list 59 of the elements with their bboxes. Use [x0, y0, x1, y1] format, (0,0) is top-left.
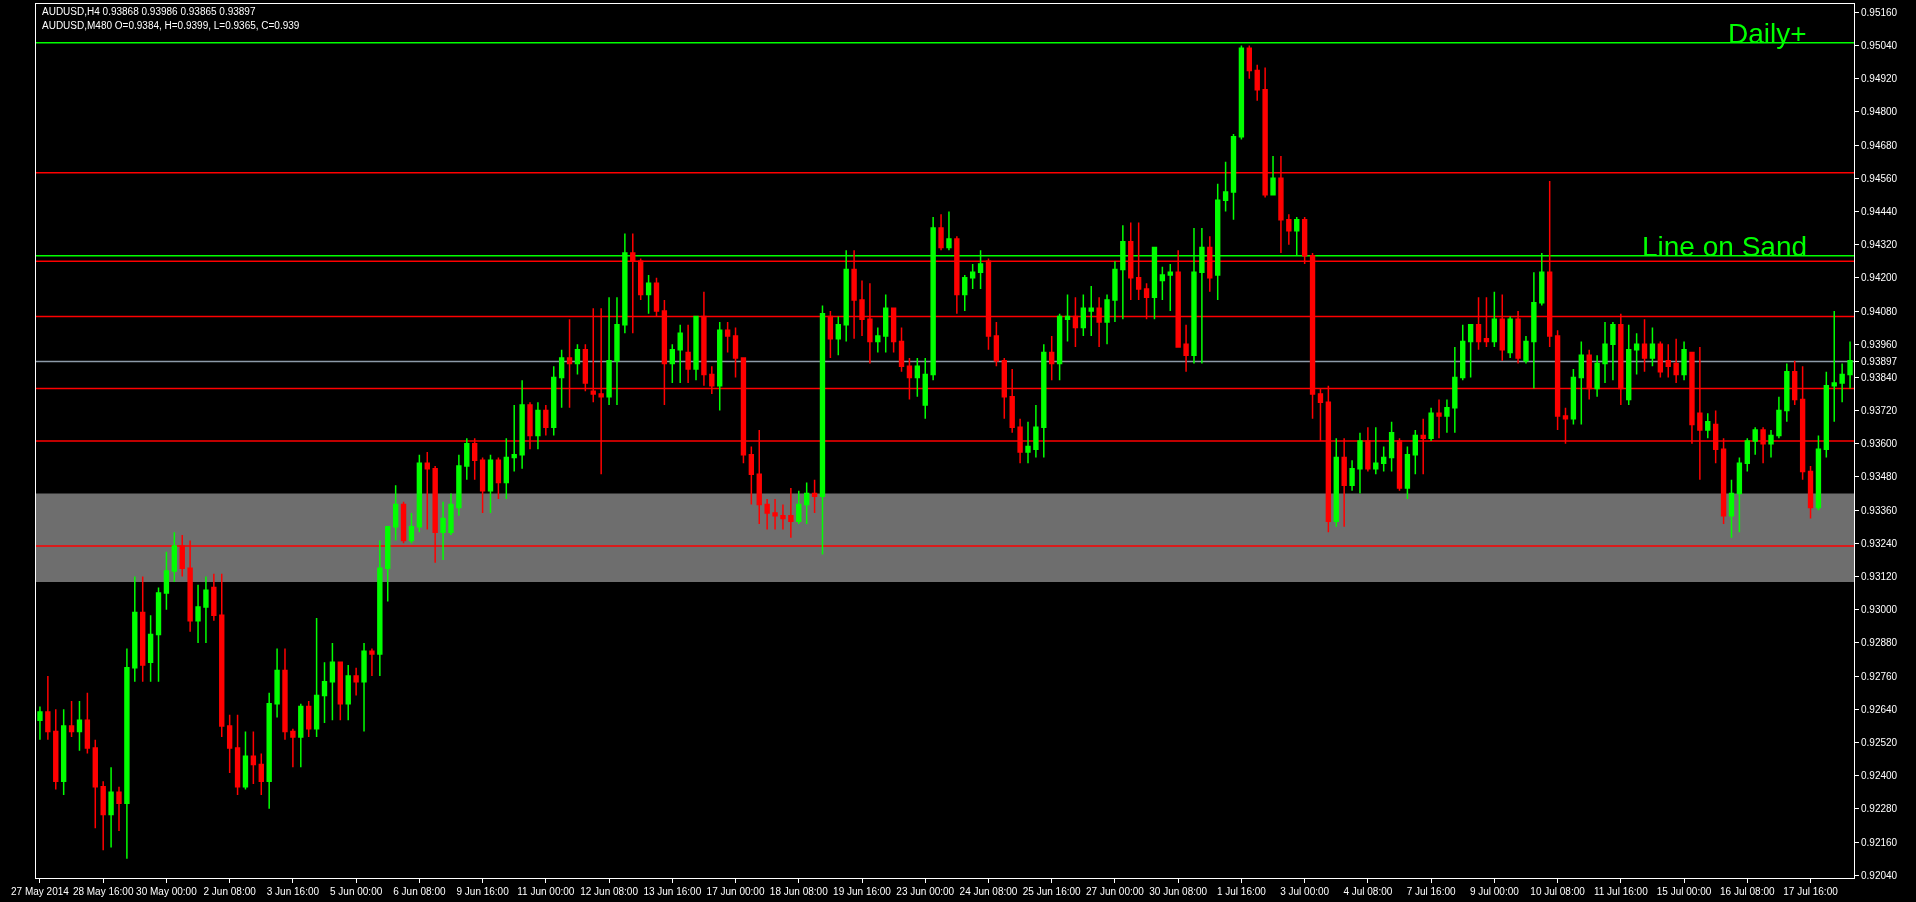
x-tick-label: 28 May 16:00 [72, 886, 134, 897]
y-tick-label: 0.93000 [1861, 604, 1898, 616]
x-tick-label: 17 Jun 00:00 [706, 886, 765, 897]
x-tick-label: 12 Jun 08:00 [580, 886, 639, 897]
x-tick-label: 23 Jun 00:00 [896, 886, 955, 897]
y-tick-label: 0.94320 [1861, 239, 1898, 251]
x-tick-label: 2 Jun 08:00 [203, 886, 257, 897]
y-tick-label: 0.92520 [1861, 736, 1898, 748]
x-tick-label: 19 Jun 16:00 [833, 886, 892, 897]
x-tick-label: 24 Jun 08:00 [959, 886, 1018, 897]
y-tick-label: 0.93120 [1861, 571, 1898, 583]
y-tick-label: 0.94080 [1861, 305, 1898, 317]
y-tick-label: 0.93480 [1861, 471, 1898, 483]
x-tick-label: 30 Jun 08:00 [1149, 886, 1208, 897]
x-tick-label: 11 Jul 16:00 [1593, 886, 1649, 897]
x-tick-label: 25 Jun 16:00 [1022, 886, 1082, 897]
y-tick-label: 0.93240 [1861, 537, 1898, 549]
y-tick-label: 0.92760 [1861, 670, 1898, 682]
x-tick-label: 27 May 2014 [11, 886, 70, 897]
x-tick-label: 16 Jul 08:00 [1720, 886, 1775, 897]
x-tick-label: 7 Jul 16:00 [1406, 886, 1457, 897]
y-tick-label: 0.94680 [1861, 139, 1898, 151]
x-tick-label: 5 Jun 00:00 [330, 886, 383, 897]
y-tick-label: 0.94920 [1861, 73, 1898, 85]
x-tick-label: 27 Jun 00:00 [1086, 886, 1145, 897]
x-tick-label: 11 Jun 00:00 [517, 886, 575, 897]
x-tick-label: 9 Jul 00:00 [1469, 886, 1520, 897]
x-tick-label: 6 Jun 08:00 [393, 886, 446, 897]
x-tick-label: 10 Jul 08:00 [1530, 886, 1586, 897]
x-tick-label: 4 Jul 08:00 [1343, 886, 1393, 897]
x-tick-label: 30 May 00:00 [136, 886, 198, 897]
y-tick-label: 0.93840 [1861, 371, 1898, 383]
y-tick-label: 0.94560 [1861, 172, 1898, 184]
y-tick-label: 0.92880 [1861, 637, 1898, 649]
x-tick-label: 3 Jul 00:00 [1280, 886, 1330, 897]
y-tick-label: 0.93960 [1861, 338, 1898, 350]
x-tick-label: 13 Jun 16:00 [643, 886, 702, 897]
y-tick-label: 0.94440 [1861, 205, 1898, 217]
chart-title: AUDUSD,H4 0.93868 0.93986 0.93865 0.93897 [42, 6, 256, 17]
y-tick-label: 0.92400 [1861, 770, 1898, 782]
x-tick-label: 1 Jul 16:00 [1216, 886, 1267, 897]
x-tick-label: 9 Jun 16:00 [456, 886, 510, 897]
x-tick-label: 15 Jul 00:00 [1656, 886, 1712, 897]
y-tick-label: 0.92280 [1861, 803, 1898, 815]
x-tick-label: 3 Jun 16:00 [266, 886, 320, 897]
y-tick-label: 0.94800 [1861, 106, 1898, 118]
y-tick-label: 0.95160 [1861, 6, 1898, 18]
x-tick-label: 17 Jul 16:00 [1783, 886, 1839, 897]
y-tick-label: 0.92160 [1861, 836, 1898, 848]
text: AUDUSD,M480 O=0.9384, H=0.9399, L=0.9365, C=0.939 [42, 20, 300, 31]
y-tick-label: 0.92640 [1861, 703, 1898, 715]
x-tick-label: 18 Jun 08:00 [769, 886, 829, 897]
y-tick-label: 0.94200 [1861, 272, 1898, 284]
y-tick-label: 0.93720 [1861, 405, 1898, 417]
y-tick-label: 0.93600 [1861, 438, 1898, 450]
y-tick-label: 0.95040 [1861, 39, 1898, 51]
y-tick-label: 0.92040 [1861, 869, 1898, 881]
y-tick-label: 0.93360 [1861, 504, 1898, 516]
y-tick-label: 0.93897 [1861, 356, 1898, 368]
